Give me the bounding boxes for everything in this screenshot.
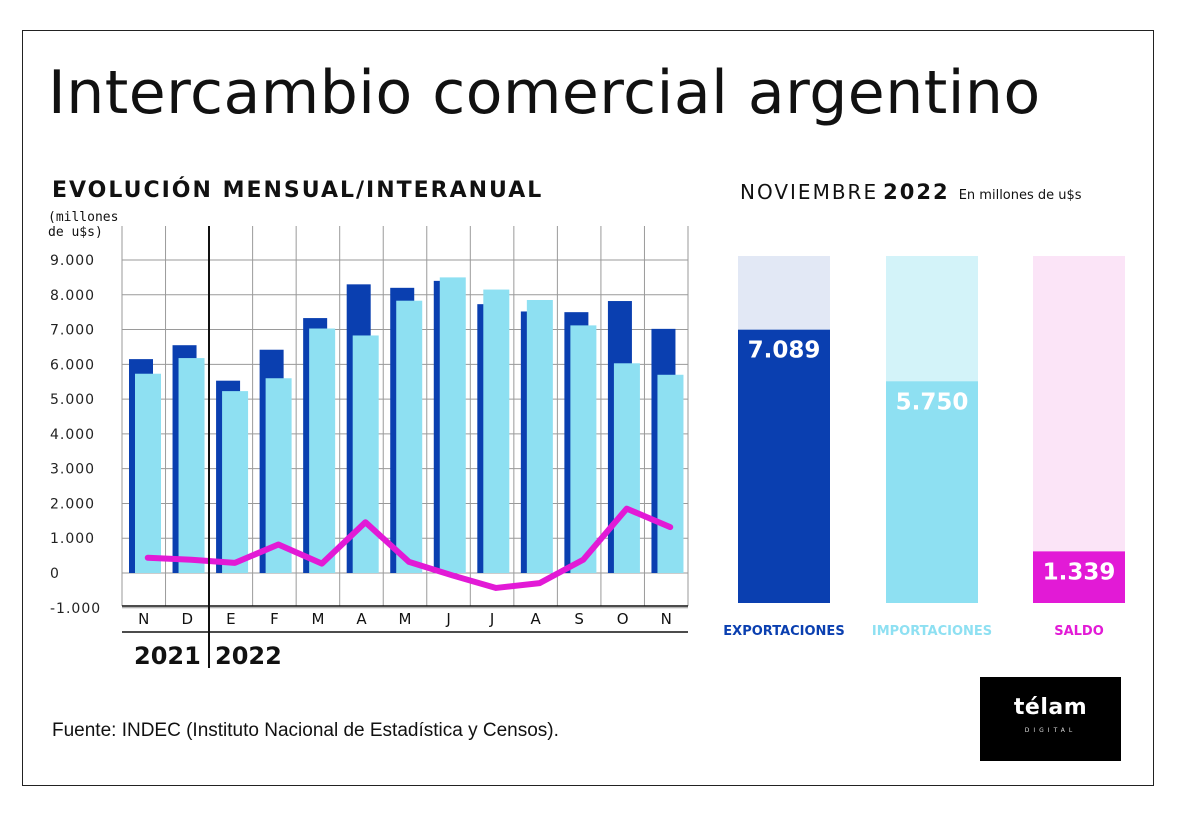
total-bar (738, 329, 830, 603)
value-label: 5.750 (896, 389, 969, 415)
right-chart-header: NOVIEMBRE 2022 En millones de u$s (740, 180, 1082, 204)
imports-bar (526, 299, 553, 573)
left-chart-subtitle: EVOLUCIÓN MENSUAL/INTERANUAL (52, 178, 544, 203)
x-tick-label: A (356, 610, 367, 628)
imports-bar (135, 373, 161, 573)
x-tick-label: J (445, 610, 450, 628)
y-tick-label: 4.000 (50, 427, 95, 443)
page-title: Intercambio comercial argentino (48, 58, 1041, 128)
y-tick-label: 9.000 (50, 253, 95, 269)
imports-bar (222, 391, 249, 573)
x-tick-label: A (530, 610, 541, 628)
imports-bar (613, 363, 640, 573)
imports-bar (178, 358, 205, 573)
value-label: 1.339 (1043, 559, 1116, 585)
x-tick-label: N (661, 610, 672, 628)
imports-bar (570, 325, 597, 573)
y-tick-label: 6.000 (50, 357, 95, 373)
category-label: IMPORTACIONES (872, 624, 992, 639)
value-label: 7.089 (748, 338, 821, 364)
y-tick-label: 8.000 (50, 288, 95, 304)
total-bar (1033, 551, 1125, 603)
imports-bar (439, 277, 466, 573)
right-chart-month: NOVIEMBRE (740, 180, 879, 204)
y-tick-label: 1.000 (50, 531, 95, 547)
category-label: SALDO (1054, 624, 1104, 639)
y-tick-label: 5.000 (50, 392, 95, 408)
left-chart-axis: -1.000 0 1.000 2.000 3.000 4.000 5.000 6.000 7.0… (50, 226, 688, 668)
x-tick-label: M (311, 610, 324, 628)
x-tick-label: F (270, 610, 279, 628)
imports-bar (396, 300, 423, 573)
x-tick-label: J (489, 610, 494, 628)
balance-line (144, 505, 674, 591)
chart-frame (22, 30, 1154, 786)
logo-wordmark: télam (1013, 695, 1088, 720)
y-axis-unit-line-1: (millones (48, 210, 119, 225)
year-label-2022: 2022 (215, 642, 282, 670)
y-tick-label: 3.000 (50, 462, 95, 478)
x-tick-label: D (182, 610, 194, 628)
left-chart-line (144, 505, 674, 591)
right-chart-year: 2022 (883, 180, 950, 204)
y-axis-unit-line-2: de u$s) (48, 225, 103, 240)
logo-subtext: DIGITAL (1024, 727, 1077, 734)
year-label-2021: 2021 (134, 642, 201, 670)
imports-bar (309, 328, 336, 573)
x-tick-label: S (574, 610, 584, 628)
imports-bar (265, 378, 292, 573)
y-axis-unit-label: (millones de u$s) (48, 210, 118, 240)
total-bar (886, 381, 978, 603)
left-chart-bars (129, 277, 684, 573)
x-tick-label: E (226, 610, 235, 628)
right-chart-bars: 7.089 EXPORTACIONES 5.750 IMPORTACIONES 1.33… (723, 256, 1125, 639)
y-tick-label: 7.000 (50, 323, 95, 339)
imports-bar (483, 289, 510, 573)
category-label: EXPORTACIONES (723, 624, 844, 639)
right-chart-unit: En millones de u$s (958, 188, 1082, 203)
source-note: Fuente: INDEC (Instituto Nacional de Est… (52, 720, 559, 741)
y-tick-label: 0 (50, 566, 60, 582)
telam-logo: télam DIGITAL (980, 677, 1121, 761)
imports-bar (352, 335, 379, 573)
x-tick-label: O (617, 610, 629, 628)
x-tick-label: N (138, 610, 149, 628)
y-tick-label: 2.000 (50, 496, 95, 512)
imports-bar (657, 374, 684, 573)
bar-background (1033, 256, 1125, 603)
x-tick-label: M (399, 610, 412, 628)
y-tick-label: -1.000 (50, 601, 101, 617)
